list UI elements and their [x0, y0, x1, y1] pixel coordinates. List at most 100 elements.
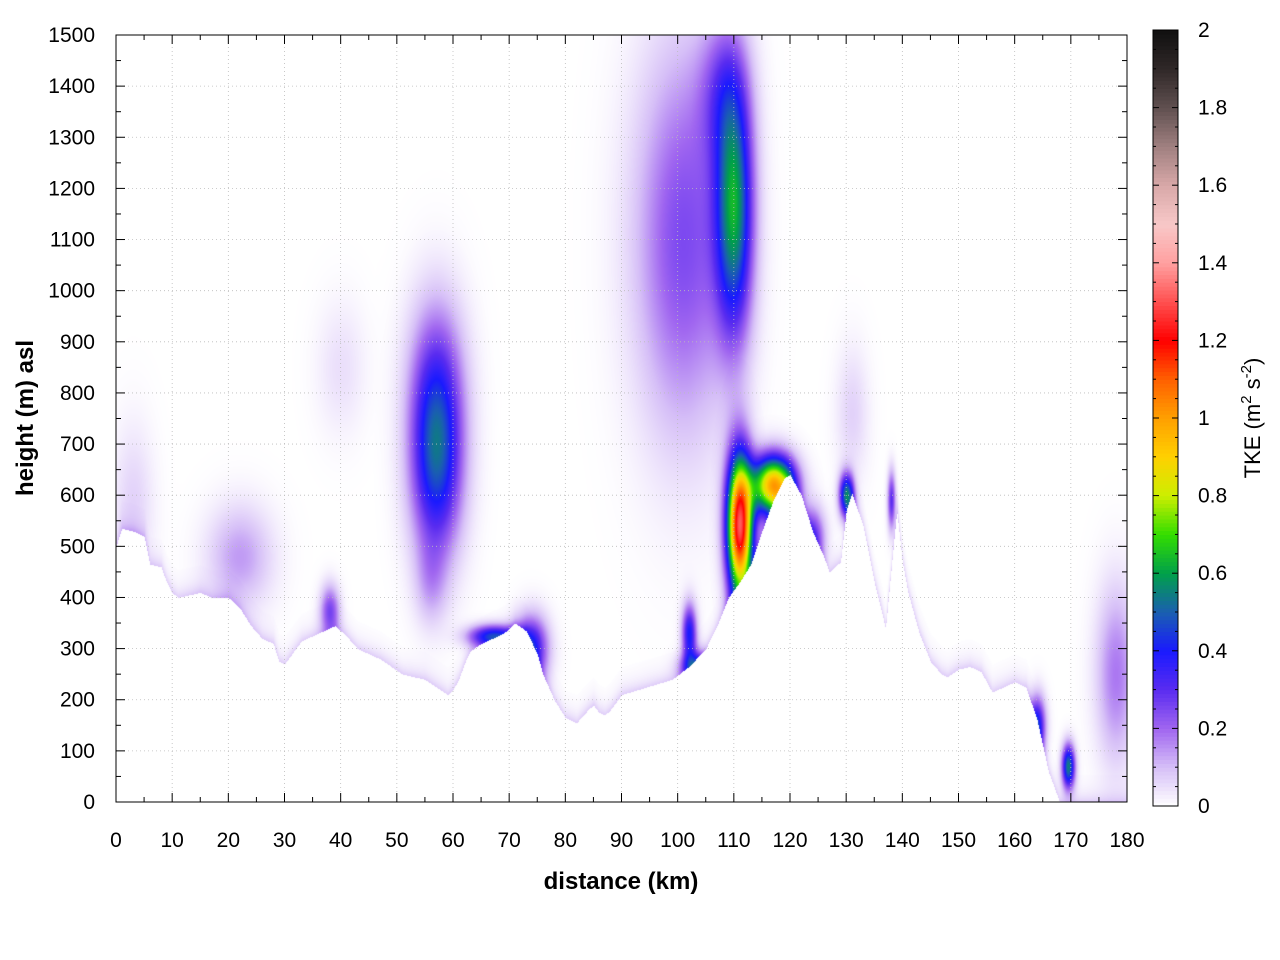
colorbar-swatch — [1153, 530, 1178, 535]
y-tick-label: 1200 — [48, 177, 95, 200]
colorbar-swatch — [1153, 309, 1178, 314]
x-tick-label: 10 — [160, 829, 183, 852]
colorbar-swatch — [1153, 181, 1178, 186]
colorbar-swatch — [1153, 619, 1178, 625]
colorbar-title-end: ) — [1240, 358, 1265, 365]
colorbar-swatch — [1153, 771, 1178, 776]
colorbar-swatch — [1153, 549, 1178, 555]
colorbar-swatch — [1153, 173, 1178, 179]
colorbar-swatch — [1153, 115, 1178, 120]
colorbar-swatch — [1153, 515, 1178, 520]
x-tick-label: 20 — [217, 829, 240, 852]
y-tick-label: 700 — [60, 433, 95, 456]
colorbar-swatch — [1153, 266, 1178, 272]
colorbar-tick-label: 0 — [1198, 795, 1210, 818]
colorbar-swatch — [1153, 674, 1178, 679]
colorbar-swatch — [1153, 639, 1178, 644]
colorbar-swatch — [1153, 204, 1178, 210]
colorbar-swatch — [1153, 165, 1178, 171]
colorbar-swatch — [1153, 231, 1178, 237]
colorbar-swatch — [1153, 289, 1178, 295]
colorbar-swatch — [1153, 371, 1178, 376]
colorbar-swatch — [1153, 577, 1178, 582]
colorbar-tick-label: 1.8 — [1198, 97, 1227, 120]
colorbar-swatch — [1153, 755, 1178, 761]
colorbar-swatch — [1153, 429, 1178, 435]
grid-lines — [116, 35, 1127, 802]
colorbar-tick-label: 0.8 — [1198, 485, 1227, 508]
x-tick-label: 140 — [885, 829, 920, 852]
colorbar-swatch — [1153, 185, 1178, 190]
colorbar-swatch — [1153, 57, 1178, 62]
colorbar-swatch — [1153, 728, 1178, 733]
colorbar-swatch — [1153, 367, 1178, 373]
colorbar-swatch — [1153, 344, 1178, 349]
colorbar-swatch — [1153, 212, 1178, 217]
colorbar-swatch — [1153, 724, 1178, 729]
colorbar-swatch — [1153, 45, 1178, 50]
colorbar-swatch — [1153, 592, 1178, 598]
y-tick-label: 400 — [60, 586, 95, 609]
colorbar-swatch — [1153, 782, 1178, 788]
colorbar-swatch — [1153, 580, 1178, 586]
colorbar-swatch — [1153, 499, 1178, 504]
colorbar-swatch — [1153, 255, 1178, 260]
y-axis-ticks: 0 100 200 300 400 500 600 700 800 900 1000 1100 1200… — [48, 24, 1127, 814]
colorbar-swatch — [1153, 685, 1178, 691]
colorbar-swatch — [1153, 553, 1178, 559]
colorbar-swatch — [1153, 359, 1178, 365]
colorbar-swatch — [1153, 584, 1178, 590]
x-tick-label: 70 — [497, 829, 520, 852]
colorbar-title-mid: s — [1240, 378, 1265, 395]
colorbar-swatch — [1153, 701, 1178, 706]
x-tick-label: 90 — [610, 829, 633, 852]
colorbar-swatch — [1153, 336, 1178, 341]
colorbar-swatch — [1153, 740, 1178, 745]
x-tick-label: 0 — [110, 829, 122, 852]
x-tick-label: 50 — [385, 829, 408, 852]
colorbar-swatch — [1153, 677, 1178, 683]
colorbar-swatch — [1153, 200, 1178, 206]
colorbar-swatch — [1153, 317, 1178, 322]
y-tick-label: 1400 — [48, 75, 95, 98]
colorbar-swatch — [1153, 456, 1178, 462]
colorbar-swatch — [1153, 658, 1178, 664]
colorbar-swatch — [1153, 243, 1178, 248]
colorbar-swatch — [1153, 491, 1178, 497]
colorbar-swatch — [1153, 61, 1178, 66]
y-tick-label: 100 — [60, 740, 95, 763]
colorbar-swatch — [1153, 472, 1178, 477]
colorbar-swatch — [1153, 569, 1178, 574]
colorbar-swatch — [1153, 503, 1178, 508]
tke-heatmap-field — [116, 35, 1127, 802]
x-tick-label: 30 — [273, 829, 296, 852]
x-tick-label: 160 — [997, 829, 1032, 852]
colorbar-title-sup1: 2 — [1238, 395, 1255, 403]
colorbar-swatch — [1153, 41, 1178, 47]
colorbar-swatch — [1153, 119, 1178, 124]
y-tick-label: 900 — [60, 331, 95, 354]
colorbar-swatch — [1153, 216, 1178, 221]
colorbar-swatch — [1153, 301, 1178, 307]
colorbar-swatch — [1153, 452, 1178, 458]
colorbar-swatch — [1153, 542, 1178, 547]
colorbar-swatch — [1153, 386, 1178, 392]
colorbar-swatch — [1153, 189, 1178, 194]
colorbar-swatch — [1153, 716, 1178, 722]
colorbar-swatch — [1153, 433, 1178, 438]
y-tick-label: 1300 — [48, 126, 95, 149]
colorbar-swatch — [1153, 460, 1178, 466]
colorbar-swatch — [1153, 608, 1178, 613]
colorbar-swatch — [1153, 262, 1178, 268]
colorbar-swatch — [1153, 565, 1178, 570]
colorbar-swatch — [1153, 743, 1178, 749]
colorbar-swatch — [1153, 767, 1178, 772]
y-tick-label: 200 — [60, 689, 95, 712]
colorbar-title-sup2: -2 — [1238, 365, 1255, 378]
colorbar-swatch — [1153, 258, 1178, 264]
colorbar-tick-label: 1.6 — [1198, 174, 1227, 197]
colorbar-swatch — [1153, 227, 1178, 233]
y-axis-title: height (m) asl — [12, 340, 39, 496]
colorbar-swatch — [1153, 670, 1178, 675]
